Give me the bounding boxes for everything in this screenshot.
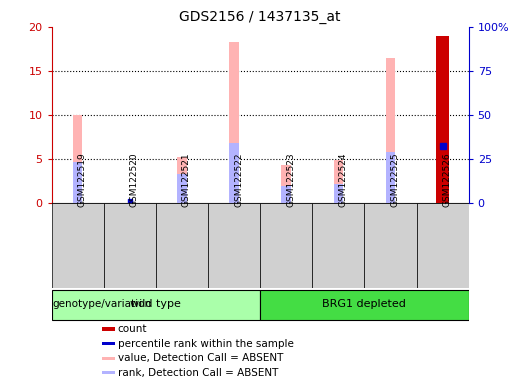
Bar — [101, 371, 115, 374]
Bar — [229, 42, 238, 202]
Bar — [282, 186, 291, 202]
Bar — [101, 342, 115, 345]
Bar — [282, 165, 291, 202]
Bar — [334, 161, 343, 202]
Text: GSM122524: GSM122524 — [338, 152, 347, 207]
Bar — [312, 202, 365, 288]
Bar — [101, 327, 115, 331]
Bar — [260, 202, 312, 288]
Text: rank, Detection Call = ABSENT: rank, Detection Call = ABSENT — [117, 368, 278, 378]
Bar — [260, 290, 469, 320]
Title: GDS2156 / 1437135_at: GDS2156 / 1437135_at — [179, 10, 341, 25]
Text: GSM122525: GSM122525 — [390, 152, 400, 207]
Bar — [177, 157, 186, 202]
Text: percentile rank within the sample: percentile rank within the sample — [117, 339, 294, 349]
Text: value, Detection Call = ABSENT: value, Detection Call = ABSENT — [117, 353, 283, 363]
Bar — [177, 174, 186, 202]
Bar — [73, 162, 82, 202]
Text: GSM122523: GSM122523 — [286, 152, 295, 207]
Bar — [104, 202, 156, 288]
Bar — [73, 115, 82, 202]
Bar — [52, 202, 104, 288]
Text: GSM122520: GSM122520 — [130, 152, 139, 207]
Text: GSM122522: GSM122522 — [234, 152, 243, 207]
Text: wild type: wild type — [130, 300, 181, 310]
Bar — [208, 202, 260, 288]
Bar — [417, 202, 469, 288]
Bar — [438, 146, 447, 202]
Bar — [101, 357, 115, 360]
Bar — [386, 58, 395, 202]
Text: GSM122521: GSM122521 — [182, 152, 191, 207]
Text: BRG1 depleted: BRG1 depleted — [322, 300, 406, 310]
Bar — [438, 36, 447, 202]
Text: count: count — [117, 324, 147, 334]
Bar — [52, 290, 260, 320]
Bar — [334, 184, 343, 202]
Text: GSM122526: GSM122526 — [442, 152, 452, 207]
Text: GSM122519: GSM122519 — [78, 152, 87, 207]
Bar — [229, 143, 238, 202]
Text: genotype/variation: genotype/variation — [52, 300, 151, 310]
Bar — [386, 152, 395, 202]
Bar — [436, 36, 449, 202]
Bar — [365, 202, 417, 288]
Bar — [156, 202, 208, 288]
